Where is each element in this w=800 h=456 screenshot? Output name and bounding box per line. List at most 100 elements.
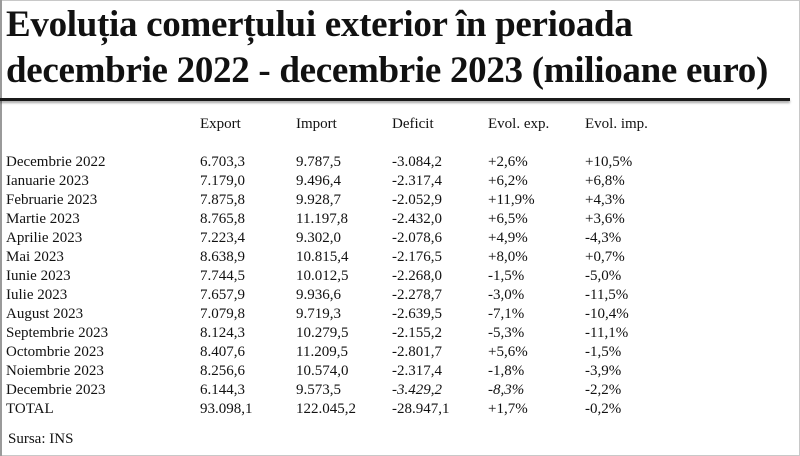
cell-evol-imp: -5,0% bbox=[585, 268, 622, 284]
cell-import: 9.302,0 bbox=[296, 230, 341, 246]
cell-deficit: -2.801,7 bbox=[392, 344, 442, 360]
cell-evol-exp: +4,9% bbox=[488, 230, 528, 246]
cell-import: 11.209,5 bbox=[296, 344, 348, 360]
cell-export: 6.703,3 bbox=[200, 154, 245, 170]
cell-deficit: -2.078,6 bbox=[392, 230, 442, 246]
cell-import: 11.197,8 bbox=[296, 211, 348, 227]
cell-import: 10.815,4 bbox=[296, 249, 349, 265]
cell-export: 6.144,3 bbox=[200, 382, 245, 398]
header-row: Export Import Deficit Evol. exp. Evol. i… bbox=[6, 112, 705, 136]
table-row: Decembrie 2022 6.703,3 9.787,5 -3.084,2 +2,6… bbox=[6, 153, 705, 172]
cell-evol-imp: +10,5% bbox=[585, 154, 633, 170]
table-row: Decembrie 2023 6.144,3 9.573,5 -3.429,2 -8,3… bbox=[6, 381, 705, 400]
cell-evol-exp: +6,5% bbox=[488, 211, 528, 227]
cell-period: Mai 2023 bbox=[6, 249, 64, 265]
trade-table: Export Import Deficit Evol. exp. Evol. i… bbox=[6, 112, 705, 419]
cell-evol-exp: +11,9% bbox=[488, 192, 535, 208]
cell-period: Iunie 2023 bbox=[6, 268, 71, 284]
cell-evol-exp: -8,3% bbox=[488, 382, 525, 398]
cell-evol-exp: +2,6% bbox=[488, 154, 528, 170]
table-row: Septembrie 2023 8.124,3 10.279,5 -2.155,2 -5… bbox=[6, 324, 705, 343]
left-border bbox=[0, 0, 2, 456]
cell-evol-imp: -1,5% bbox=[585, 344, 622, 360]
cell-import: 9.936,6 bbox=[296, 287, 341, 303]
cell-import: 9.787,5 bbox=[296, 154, 341, 170]
cell-import: 9.928,7 bbox=[296, 192, 341, 208]
title-line-2: decembrie 2022 - decembrie 2023 (milioan… bbox=[6, 50, 769, 91]
table-row: Martie 2023 8.765,8 11.197,8 -2.432,0 +6,5% +… bbox=[6, 210, 705, 229]
cell-period: TOTAL bbox=[6, 401, 54, 417]
header-period bbox=[6, 112, 200, 136]
cell-evol-imp: -11,5% bbox=[585, 287, 629, 303]
cell-import: 122.045,2 bbox=[296, 401, 356, 417]
cell-evol-exp: +8,0% bbox=[488, 249, 528, 265]
cell-evol-exp: -3,0% bbox=[488, 287, 525, 303]
cell-export: 8.765,8 bbox=[200, 211, 245, 227]
cell-export: 7.079,8 bbox=[200, 306, 245, 322]
cell-evol-exp: -1,5% bbox=[488, 268, 525, 284]
cell-evol-imp: +0,7% bbox=[585, 249, 625, 265]
cell-evol-imp: +6,8% bbox=[585, 173, 625, 189]
cell-export: 8.256,6 bbox=[200, 363, 245, 379]
cell-evol-exp: -5,3% bbox=[488, 325, 525, 341]
cell-evol-exp: +1,7% bbox=[488, 401, 528, 417]
source-note: Sursa: INS bbox=[8, 431, 74, 447]
cell-import: 10.012,5 bbox=[296, 268, 349, 284]
table-row: Iunie 2023 7.744,5 10.012,5 -2.268,0 -1,5% -5… bbox=[6, 267, 705, 286]
cell-evol-imp: -2,2% bbox=[585, 382, 622, 398]
cell-period: Ianuarie 2023 bbox=[6, 173, 89, 189]
cell-export: 7.657,9 bbox=[200, 287, 245, 303]
cell-import: 9.719,3 bbox=[296, 306, 341, 322]
cell-deficit: -2.176,5 bbox=[392, 249, 442, 265]
header-evol-imp: Evol. imp. bbox=[585, 116, 648, 132]
title-line-1: Evoluția comerțului exterior în perioada bbox=[6, 4, 633, 45]
header-evol-exp: Evol. exp. bbox=[488, 116, 550, 132]
cell-export: 7.744,5 bbox=[200, 268, 245, 284]
cell-export: 8.407,6 bbox=[200, 344, 245, 360]
cell-period: Noiembrie 2023 bbox=[6, 363, 104, 379]
table-body: Decembrie 2022 6.703,3 9.787,5 -3.084,2 +2,6… bbox=[6, 136, 705, 419]
cell-import: 10.279,5 bbox=[296, 325, 349, 341]
cell-deficit: -2.317,4 bbox=[392, 363, 442, 379]
cell-deficit: -2.268,0 bbox=[392, 268, 442, 284]
cell-export: 7.179,0 bbox=[200, 173, 245, 189]
cell-evol-exp: -7,1% bbox=[488, 306, 525, 322]
cell-deficit: -28.947,1 bbox=[392, 401, 450, 417]
cell-deficit: -2.052,9 bbox=[392, 192, 442, 208]
table-row: Octombrie 2023 8.407,6 11.209,5 -2.801,7 +5,… bbox=[6, 343, 705, 362]
cell-period: Septembrie 2023 bbox=[6, 325, 109, 341]
cell-evol-imp: -3,9% bbox=[585, 363, 622, 379]
header-export: Export bbox=[200, 116, 241, 132]
spacer-cell bbox=[6, 136, 705, 153]
cell-deficit: -3.429,2 bbox=[392, 382, 442, 398]
cell-period: August 2023 bbox=[6, 306, 84, 322]
cell-evol-imp: -4,3% bbox=[585, 230, 622, 246]
cell-period: Februarie 2023 bbox=[6, 192, 98, 208]
cell-export: 7.223,4 bbox=[200, 230, 245, 246]
cell-period: Aprilie 2023 bbox=[6, 230, 83, 246]
header-deficit: Deficit bbox=[392, 116, 434, 132]
cell-import: 9.496,4 bbox=[296, 173, 341, 189]
cell-export: 7.875,8 bbox=[200, 192, 245, 208]
cell-evol-imp: -11,1% bbox=[585, 325, 629, 341]
cell-period: Decembrie 2022 bbox=[6, 154, 106, 170]
cell-period: Martie 2023 bbox=[6, 211, 80, 227]
cell-evol-exp: +5,6% bbox=[488, 344, 528, 360]
cell-evol-imp: -10,4% bbox=[585, 306, 629, 322]
table-row: Aprilie 2023 7.223,4 9.302,0 -2.078,6 +4,9% -… bbox=[6, 229, 705, 248]
cell-deficit: -2.639,5 bbox=[392, 306, 442, 322]
cell-export: 8.124,3 bbox=[200, 325, 245, 341]
cell-deficit: -2.432,0 bbox=[392, 211, 442, 227]
cell-period: Iulie 2023 bbox=[6, 287, 68, 303]
table-row: TOTAL 93.098,1 122.045,2 -28.947,1 +1,7% -0,2… bbox=[6, 400, 705, 419]
cell-deficit: -3.084,2 bbox=[392, 154, 442, 170]
header-spacer bbox=[6, 136, 705, 153]
cell-export: 93.098,1 bbox=[200, 401, 253, 417]
cell-evol-imp: +4,3% bbox=[585, 192, 625, 208]
cell-evol-exp: -1,8% bbox=[488, 363, 525, 379]
table-row: Iulie 2023 7.657,9 9.936,6 -2.278,7 -3,0% -11… bbox=[6, 286, 705, 305]
cell-deficit: -2.317,4 bbox=[392, 173, 442, 189]
cell-import: 9.573,5 bbox=[296, 382, 341, 398]
table-row: Ianuarie 2023 7.179,0 9.496,4 -2.317,4 +6,2%… bbox=[6, 172, 705, 191]
cell-import: 10.574,0 bbox=[296, 363, 349, 379]
